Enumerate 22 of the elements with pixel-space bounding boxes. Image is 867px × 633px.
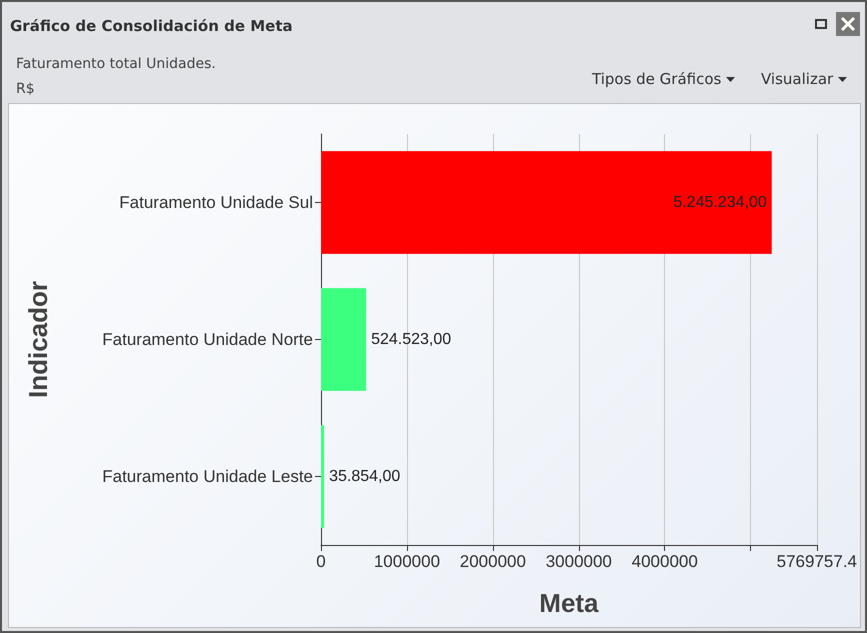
y-tick-label: Faturamento Unidade Sul [119, 193, 313, 212]
x-tick-label: 3000000 [546, 552, 612, 571]
bar [321, 288, 366, 391]
x-tick-label: 0 [316, 552, 326, 571]
text: R$ [16, 81, 35, 97]
x-axis-title: Meta [539, 588, 600, 618]
bar [321, 151, 772, 254]
y-axis-title: Indicador [23, 280, 53, 398]
data-label: 524.523,00 [371, 331, 452, 348]
x-tick-label: 2000000 [460, 552, 526, 571]
text: Faturamento total Unidades. [16, 56, 216, 72]
data-label: 5.245.234,00 [673, 194, 767, 211]
text: Visualizar [761, 70, 834, 88]
data-label: 35.854,00 [329, 468, 400, 485]
y-tick-label: Faturamento Unidade Norte [102, 330, 313, 349]
y-tick-label: Faturamento Unidade Leste [102, 467, 313, 486]
x-tick-label: 4000000 [632, 552, 698, 571]
text: Tipos de Gráficos [592, 70, 722, 88]
x-tick-label: 1000000 [374, 552, 440, 571]
bar [321, 425, 324, 528]
x-tick-label: 5769757.4 [776, 552, 858, 571]
text: Gráfico de Consolidación de Meta [10, 17, 293, 35]
